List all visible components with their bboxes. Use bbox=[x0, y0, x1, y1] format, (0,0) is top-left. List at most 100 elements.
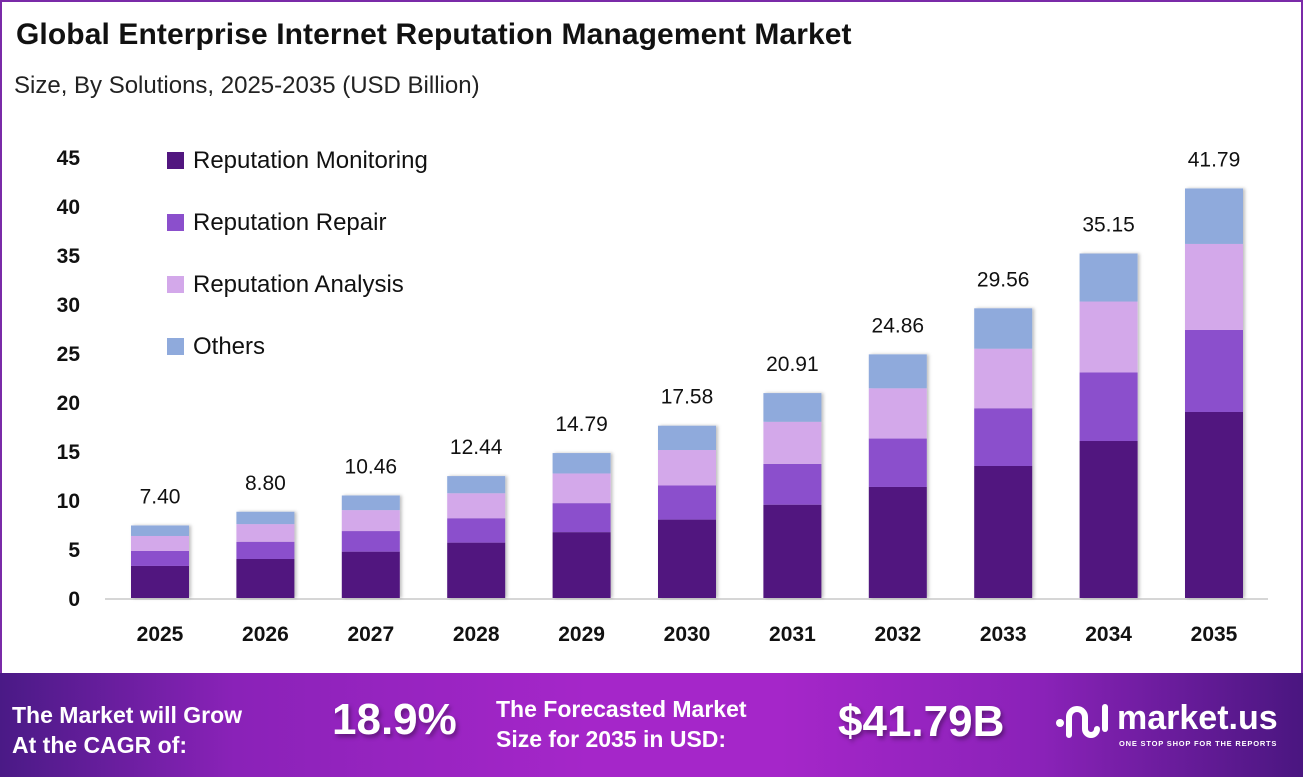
bar-stack-2027 bbox=[341, 495, 400, 598]
bar-segment-reputation-monitoring bbox=[763, 504, 822, 598]
x-tick-label: 2033 bbox=[980, 623, 1027, 646]
x-tick-label: 2026 bbox=[242, 623, 289, 646]
bar-segment-reputation-analysis bbox=[236, 524, 295, 542]
y-tick-label: 0 bbox=[68, 588, 80, 611]
legend-label: Reputation Analysis bbox=[193, 271, 404, 298]
bar-segment-reputation-repair bbox=[868, 438, 927, 487]
bar-segment-others bbox=[552, 453, 611, 474]
bar-segment-reputation-analysis bbox=[1185, 243, 1243, 330]
bar-segment-reputation-analysis bbox=[131, 535, 189, 551]
bar-segment-reputation-repair bbox=[447, 518, 506, 543]
bar-stack-2031 bbox=[763, 393, 822, 598]
legend-swatch bbox=[167, 276, 184, 293]
bar-segment-reputation-repair bbox=[658, 485, 716, 520]
brand-tagline: ONE STOP SHOP FOR THE REPORTS bbox=[1119, 739, 1278, 748]
x-tick-label: 2031 bbox=[769, 623, 816, 646]
x-tick-label: 2035 bbox=[1191, 623, 1238, 646]
bar-segment-reputation-monitoring bbox=[1079, 441, 1138, 598]
chart-frame bbox=[0, 0, 1303, 673]
bar-stack-2032 bbox=[868, 354, 927, 598]
brand-logo: market.us ONE STOP SHOP FOR THE REPORTS bbox=[1055, 699, 1278, 748]
bar-stack-2033 bbox=[974, 308, 1033, 598]
bar-total-label: 14.79 bbox=[555, 413, 608, 436]
legend-item: Others bbox=[167, 333, 265, 360]
chart-subtitle: Size, By Solutions, 2025-2035 (USD Billi… bbox=[14, 72, 480, 99]
x-axis: 2025 2026 2027 2028 2029 2030 2031 2032 2033 2034… bbox=[137, 623, 1238, 646]
bar-total-label: 17.58 bbox=[661, 386, 714, 409]
legend: Reputation Monitoring Reputation Repair Re… bbox=[167, 147, 428, 360]
bar-segment-others bbox=[763, 393, 822, 422]
bar-total-label: 41.79 bbox=[1188, 148, 1241, 171]
bar-segment-reputation-analysis bbox=[341, 510, 400, 532]
bar-segment-others bbox=[131, 525, 189, 536]
bar-total-label: 35.15 bbox=[1082, 214, 1135, 237]
x-tick-label: 2025 bbox=[137, 623, 184, 646]
bar-segment-reputation-monitoring bbox=[552, 532, 611, 598]
bar-stack-2025 bbox=[131, 525, 189, 598]
bar-stack-2034 bbox=[1079, 253, 1138, 598]
forecast-label-line2: Size for 2035 in USD: bbox=[496, 726, 727, 752]
bars: 7.40 8.80 10.46 12.44 14.79 17.58 20.91 24.86 29… bbox=[131, 148, 1243, 598]
y-tick-label: 45 bbox=[57, 147, 81, 170]
bar-total-label: 8.80 bbox=[245, 472, 286, 495]
bar-segment-reputation-monitoring bbox=[1185, 411, 1243, 598]
x-tick-label: 2027 bbox=[347, 623, 394, 646]
bar-segment-reputation-monitoring bbox=[131, 565, 189, 598]
legend-swatch bbox=[167, 214, 184, 231]
bar-total-label: 29.56 bbox=[977, 268, 1030, 291]
bar-total-label: 10.46 bbox=[345, 455, 398, 478]
bar-segment-others bbox=[1185, 188, 1243, 244]
bar-stack-2028 bbox=[447, 476, 506, 598]
x-tick-label: 2029 bbox=[558, 623, 605, 646]
bar-segment-reputation-analysis bbox=[552, 473, 611, 504]
bar-segment-reputation-monitoring bbox=[236, 558, 295, 598]
bar-stack-2035 bbox=[1185, 188, 1243, 598]
cagr-label: The Market will Grow At the CAGR of: bbox=[12, 700, 242, 760]
legend-label: Reputation Repair bbox=[193, 209, 386, 236]
bar-segment-others bbox=[974, 308, 1033, 349]
bar-segment-reputation-analysis bbox=[447, 493, 506, 519]
bar-segment-reputation-analysis bbox=[974, 348, 1033, 409]
bar-segment-reputation-repair bbox=[1185, 329, 1243, 412]
chart-title: Global Enterprise Internet Reputation Ma… bbox=[16, 18, 852, 51]
legend-item: Reputation Analysis bbox=[167, 271, 404, 298]
y-tick-label: 15 bbox=[57, 441, 81, 464]
legend-label: Reputation Monitoring bbox=[193, 147, 428, 174]
bar-segment-reputation-analysis bbox=[868, 388, 927, 439]
forecast-value: $41.79B bbox=[838, 697, 1005, 746]
bar-segment-reputation-monitoring bbox=[341, 551, 400, 598]
bar-stack-2030 bbox=[658, 425, 716, 598]
x-tick-label: 2034 bbox=[1085, 623, 1132, 646]
bar-segment-reputation-repair bbox=[1079, 372, 1138, 442]
y-tick-label: 35 bbox=[57, 245, 81, 268]
bar-segment-reputation-repair bbox=[552, 503, 611, 533]
legend-item: Reputation Monitoring bbox=[167, 147, 428, 174]
summary-banner: The Market will Grow At the CAGR of: 18.… bbox=[0, 673, 1303, 777]
bar-total-label: 20.91 bbox=[766, 353, 819, 376]
bar-segment-reputation-analysis bbox=[763, 421, 822, 464]
x-tick-label: 2032 bbox=[874, 623, 921, 646]
legend-swatch bbox=[167, 152, 184, 169]
legend-label: Others bbox=[193, 333, 265, 360]
x-tick-label: 2030 bbox=[664, 623, 711, 646]
y-tick-label: 40 bbox=[57, 196, 80, 219]
cagr-label-line1: The Market will Grow bbox=[12, 702, 243, 728]
bar-total-label: 24.86 bbox=[872, 314, 925, 337]
bar-segment-reputation-monitoring bbox=[868, 486, 927, 598]
bar-total-label: 12.44 bbox=[450, 436, 503, 459]
bar-segment-others bbox=[236, 511, 295, 525]
bar-stack-2029 bbox=[552, 453, 611, 598]
bar-segment-reputation-repair bbox=[763, 463, 822, 505]
bar-segment-others bbox=[447, 476, 506, 494]
cagr-value: 18.9% bbox=[332, 695, 457, 744]
bar-segment-reputation-repair bbox=[236, 541, 295, 559]
bar-segment-reputation-analysis bbox=[1079, 301, 1138, 373]
bar-segment-reputation-repair bbox=[341, 531, 400, 552]
bar-segment-reputation-monitoring bbox=[974, 465, 1033, 598]
y-tick-label: 30 bbox=[57, 294, 80, 317]
x-tick-label: 2028 bbox=[453, 623, 500, 646]
bar-segment-reputation-monitoring bbox=[658, 519, 716, 598]
cagr-label-line2: At the CAGR of: bbox=[12, 732, 188, 758]
y-tick-label: 10 bbox=[57, 490, 80, 513]
bar-stack-2026 bbox=[236, 511, 295, 598]
